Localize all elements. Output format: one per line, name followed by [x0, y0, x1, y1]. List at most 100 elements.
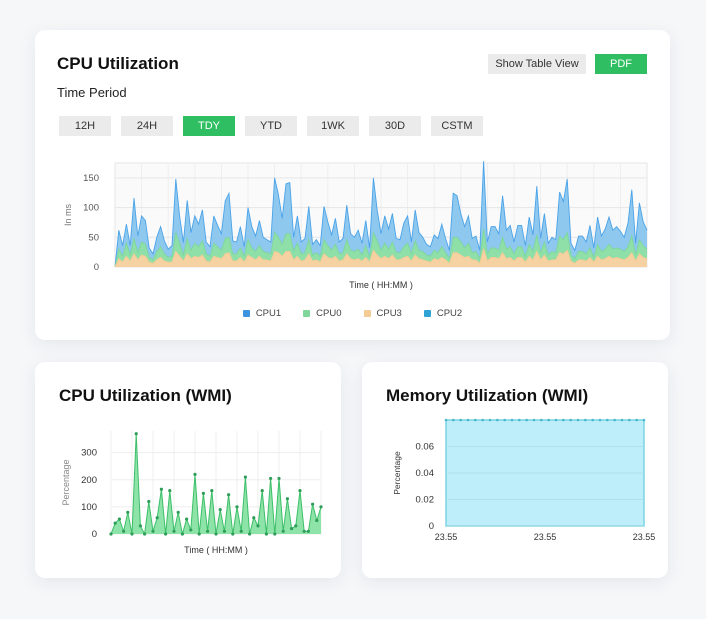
data-point [635, 418, 638, 422]
legend-label-cpu3: CPU3 [376, 308, 402, 319]
data-point [598, 418, 602, 422]
legend-item-cpu2[interactable]: CPU2 [423, 308, 463, 319]
x-axis-label: Time ( HH:MM ) [349, 280, 413, 290]
data-point [260, 489, 264, 493]
data-point [243, 475, 247, 479]
y-tick-label: 200 [81, 475, 97, 486]
period-button-24h[interactable]: 24H [121, 116, 173, 136]
period-button-30d[interactable]: 30D [369, 116, 421, 136]
y-tick-label: 100 [83, 203, 99, 214]
data-point [642, 418, 646, 422]
data-point [235, 505, 239, 509]
data-point [147, 499, 151, 504]
plot-area [114, 162, 648, 268]
memory-utilization-wmi-card: Memory Utilization (WMI) 0 0.02 0.04 0.06 Pe… [362, 362, 668, 578]
data-point [452, 418, 455, 422]
period-button-tdy[interactable]: TDY [183, 116, 235, 136]
cpu-chart-legend: CPU1 CPU0 CPU3 CPU2 [35, 308, 670, 319]
data-point [130, 532, 134, 536]
legend-swatch-cpu3 [363, 310, 371, 317]
data-point [269, 476, 273, 481]
data-point [474, 418, 477, 422]
data-point [151, 529, 155, 533]
period-button-1wk[interactable]: 1WK [307, 116, 359, 136]
data-point [532, 418, 536, 422]
series-area-cpu0 [115, 229, 647, 267]
legend-item-cpu1[interactable]: CPU1 [242, 308, 282, 319]
data-point [298, 489, 302, 493]
data-point [496, 418, 499, 422]
data-point [180, 532, 184, 536]
data-point [252, 516, 256, 520]
data-point [444, 418, 448, 422]
data-point [569, 418, 572, 422]
data-point [264, 532, 268, 536]
data-point [256, 524, 260, 528]
x-axis-label: Time ( HH:MM ) [184, 545, 248, 555]
data-point [222, 529, 226, 533]
y-tick-label: 0.06 [416, 442, 435, 453]
cpu-utilization-title: CPU Utilization [57, 54, 179, 73]
legend-item-cpu3[interactable]: CPU3 [363, 308, 402, 319]
data-point [466, 418, 470, 422]
y-tick-label: 0 [92, 529, 97, 540]
x-tick-label: 23.55 [435, 532, 458, 542]
series-line-cpu1 [114, 161, 648, 268]
data-point [620, 418, 624, 422]
cpu-utilization-wmi-chart: 0 100 200 300 Percentage Time ( HH:MM ) [61, 431, 323, 555]
data-point [117, 517, 121, 521]
legend-item-cpu0[interactable]: CPU0 [303, 308, 342, 319]
data-point [302, 529, 306, 533]
memory-utilization-wmi-title: Memory Utilization (WMI) [386, 386, 589, 405]
y-tick-label: 150 [83, 173, 99, 184]
data-point [591, 418, 594, 422]
y-tick-label: 0 [429, 521, 434, 532]
data-point [290, 526, 294, 531]
y-tick-label: 0.02 [416, 495, 435, 506]
data-point [628, 418, 631, 422]
period-button-cstm[interactable]: CSTM [431, 116, 483, 136]
cpu-utilization-card: CPU Utilization Time Period Show Table V… [35, 30, 670, 340]
data-point [273, 532, 277, 536]
legend-label-cpu2: CPU2 [436, 308, 463, 319]
data-point [168, 489, 172, 493]
show-table-view-button[interactable]: Show Table View [488, 54, 586, 74]
data-point [315, 518, 319, 523]
data-point [176, 510, 180, 514]
data-point [193, 472, 197, 476]
data-point [503, 418, 506, 422]
legend-label-cpu1: CPU1 [255, 308, 282, 319]
data-point [311, 502, 315, 506]
data-point [613, 418, 616, 422]
y-axis-label: Percentage [61, 459, 71, 505]
series-area-cpu3 [115, 249, 647, 267]
y-tick-label: 0.04 [416, 468, 435, 479]
data-point [159, 487, 163, 491]
data-point [143, 532, 147, 536]
x-tick-label: 23.55 [534, 532, 557, 542]
data-point [210, 489, 214, 493]
period-button-12h[interactable]: 12H [59, 116, 111, 136]
period-button-ytd[interactable]: YTD [245, 116, 297, 136]
data-point [606, 418, 609, 422]
legend-swatch-cpu2 [423, 310, 431, 317]
data-point [525, 418, 528, 422]
legend-label-cpu0: CPU0 [316, 308, 342, 319]
data-point [562, 418, 565, 422]
cpu-utilization-wmi-card: CPU Utilization (WMI) 0 100 200 300 Percenta… [35, 362, 341, 578]
data-point [319, 505, 323, 509]
data-point [206, 529, 210, 533]
y-tick-label: 300 [81, 448, 97, 459]
data-point [281, 529, 285, 533]
pdf-button[interactable]: PDF [595, 54, 647, 74]
data-point [248, 532, 252, 536]
series-area-cpu1 [115, 161, 647, 267]
legend-swatch-cpu0 [303, 310, 311, 317]
data-point [218, 508, 222, 512]
time-period-label: Time Period [57, 85, 127, 100]
data-point [197, 532, 201, 536]
data-point [155, 516, 159, 520]
x-tick-label: 23.55 [633, 532, 656, 542]
data-point [227, 493, 231, 497]
data-point [113, 521, 117, 525]
